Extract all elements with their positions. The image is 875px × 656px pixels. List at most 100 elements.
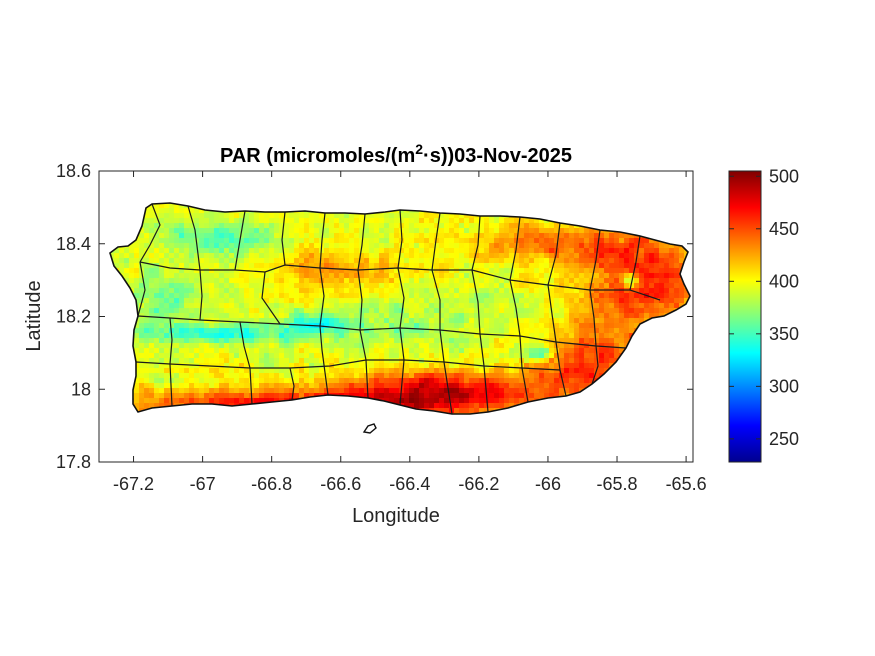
heatmap-cell <box>384 358 390 364</box>
heatmap-cell <box>499 343 505 349</box>
heatmap-cell <box>574 238 580 244</box>
heatmap-cell <box>254 283 260 289</box>
heatmap-cell <box>439 308 445 314</box>
heatmap-cell <box>659 258 665 264</box>
heatmap-cell <box>169 258 175 264</box>
heatmap-cell <box>249 288 255 294</box>
heatmap-cell <box>159 203 165 209</box>
heatmap-cell <box>254 268 260 274</box>
heatmap-cell <box>449 338 455 344</box>
heatmap-cell <box>204 233 210 239</box>
heatmap-cell <box>174 333 180 339</box>
heatmap-cell <box>139 373 145 379</box>
heatmap-cell <box>189 288 195 294</box>
heatmap-cell <box>599 283 605 289</box>
heatmap-cell <box>359 348 365 354</box>
heatmap-cell <box>649 298 655 304</box>
heatmap-cell <box>444 253 450 259</box>
heatmap-cell <box>234 383 240 389</box>
heatmap-cell <box>284 218 290 224</box>
heatmap-cell <box>289 388 295 394</box>
heatmap-cell <box>459 408 465 414</box>
heatmap-cell <box>379 343 385 349</box>
heatmap-cell <box>564 333 570 339</box>
heatmap-cell <box>169 303 175 309</box>
heatmap-cell <box>224 398 230 404</box>
heatmap-cell <box>254 273 260 279</box>
heatmap-cell <box>164 358 170 364</box>
heatmap-cell <box>414 403 420 409</box>
heatmap-cell <box>159 213 165 219</box>
heatmap-cell <box>574 273 580 279</box>
heatmap-cell <box>404 363 410 369</box>
heatmap-cell <box>254 383 260 389</box>
heatmap-cell <box>609 293 615 299</box>
heatmap-cell <box>614 328 620 334</box>
heatmap-cell <box>214 323 220 329</box>
heatmap-cell <box>604 333 610 339</box>
heatmap-cell <box>434 398 440 404</box>
heatmap-cell <box>394 353 400 359</box>
heatmap-cell <box>279 278 285 284</box>
heatmap-cell <box>464 233 470 239</box>
heatmap-cell <box>369 223 375 229</box>
heatmap-cell <box>539 278 545 284</box>
heatmap-cell <box>229 253 235 259</box>
heatmap-cell <box>644 278 650 284</box>
heatmap-cell <box>164 398 170 404</box>
heatmap-cell <box>399 258 405 264</box>
heatmap-cell <box>269 248 275 254</box>
heatmap-cell <box>539 228 545 234</box>
heatmap-cell <box>589 293 595 299</box>
heatmap-cell <box>494 333 500 339</box>
heatmap-cell <box>149 368 155 374</box>
heatmap-cell <box>249 303 255 309</box>
heatmap-cell <box>399 373 405 379</box>
heatmap-cell <box>239 313 245 319</box>
heatmap-cell <box>649 238 655 244</box>
heatmap-cell <box>574 368 580 374</box>
heatmap-cell <box>539 373 545 379</box>
heatmap-cell <box>434 323 440 329</box>
heatmap-cell <box>499 283 505 289</box>
heatmap-cell <box>489 343 495 349</box>
heatmap-cell <box>494 328 500 334</box>
heatmap-cell <box>169 323 175 329</box>
heatmap-cell <box>179 393 185 399</box>
heatmap-cell <box>529 373 535 379</box>
heatmap-cell <box>314 348 320 354</box>
heatmap-cell <box>179 238 185 244</box>
heatmap-cell <box>379 223 385 229</box>
heatmap-cell <box>579 353 585 359</box>
heatmap-cell <box>134 358 140 364</box>
heatmap-cell <box>664 243 670 249</box>
heatmap-cell <box>564 298 570 304</box>
heatmap-cell <box>279 293 285 299</box>
heatmap-cell <box>574 263 580 269</box>
heatmap-cell <box>344 263 350 269</box>
heatmap-cell <box>254 388 260 394</box>
heatmap-cell <box>234 373 240 379</box>
heatmap-cell <box>444 368 450 374</box>
heatmap-cell <box>424 378 430 384</box>
heatmap-cell <box>494 393 500 399</box>
heatmap-cell <box>519 318 525 324</box>
heatmap-cell <box>599 243 605 249</box>
heatmap-cell <box>349 308 355 314</box>
heatmap-cell <box>449 273 455 279</box>
heatmap-cell <box>539 283 545 289</box>
heatmap-cell <box>364 348 370 354</box>
heatmap-cell <box>149 363 155 369</box>
heatmap-cell <box>494 228 500 234</box>
heatmap-cell <box>664 263 670 269</box>
heatmap-cell <box>389 318 395 324</box>
heatmap-cell <box>354 308 360 314</box>
heatmap-cell <box>669 278 675 284</box>
heatmap-cell <box>529 393 535 399</box>
heatmap-cell <box>179 253 185 259</box>
heatmap-cell <box>589 318 595 324</box>
heatmap-cell <box>189 303 195 309</box>
heatmap-cell <box>164 393 170 399</box>
heatmap-cell <box>149 403 155 409</box>
heatmap-cell <box>264 223 270 229</box>
